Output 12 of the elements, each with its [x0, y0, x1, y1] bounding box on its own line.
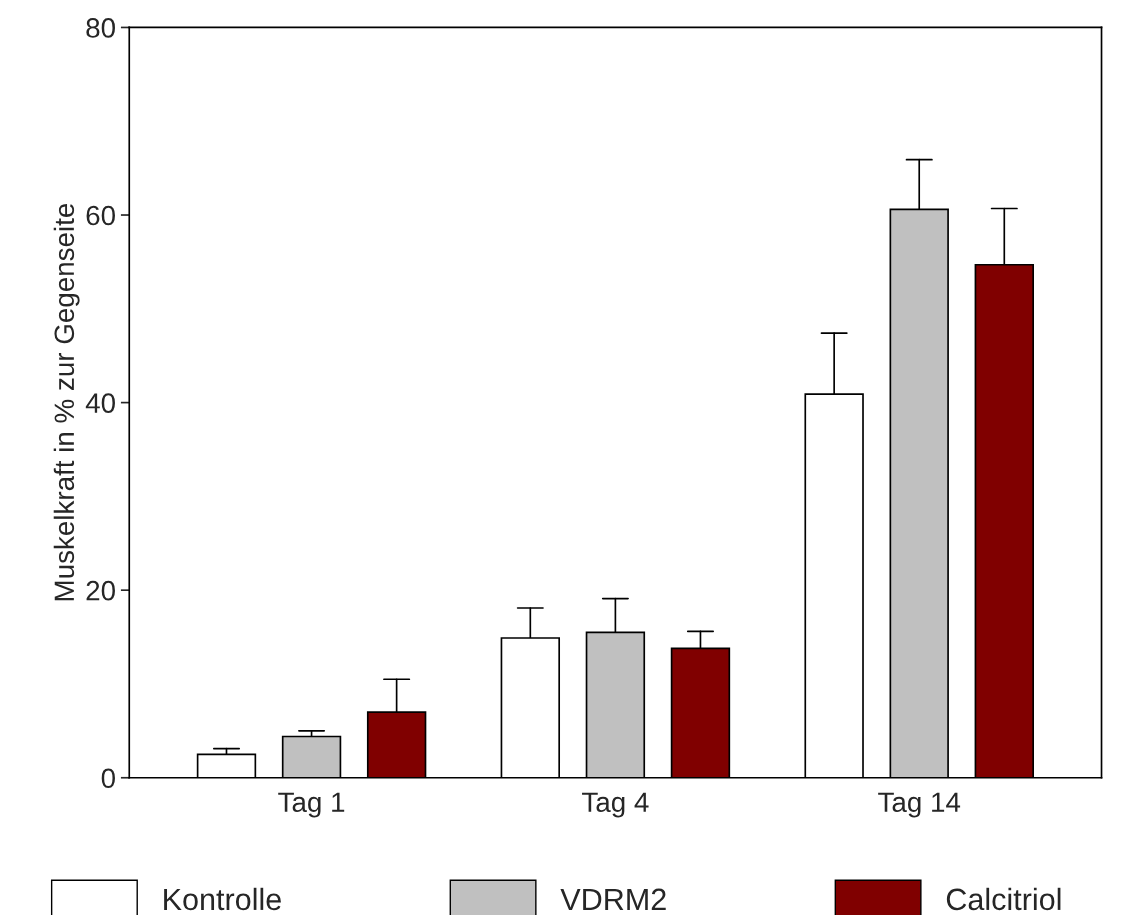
x-tick-label: Tag 1 — [278, 792, 345, 818]
y-tick-label: 40 — [85, 393, 115, 413]
legend-label: Kontrolle — [164, 887, 281, 911]
legend-label: Calcitriol — [946, 887, 1061, 911]
y-tick-label: 20 — [86, 580, 115, 601]
y-axis-title: Muskelkraft in % zur Gegenseite — [53, 203, 80, 601]
y-tick-label: 80 — [86, 18, 115, 38]
x-tick-label: Tag 14 — [878, 792, 961, 818]
x-tick-label: Tag 4 — [582, 792, 649, 818]
y-tick-label: 0 — [101, 768, 115, 789]
y-tick-label: 60 — [86, 205, 115, 226]
legend-label: VDRM2 — [560, 888, 666, 910]
